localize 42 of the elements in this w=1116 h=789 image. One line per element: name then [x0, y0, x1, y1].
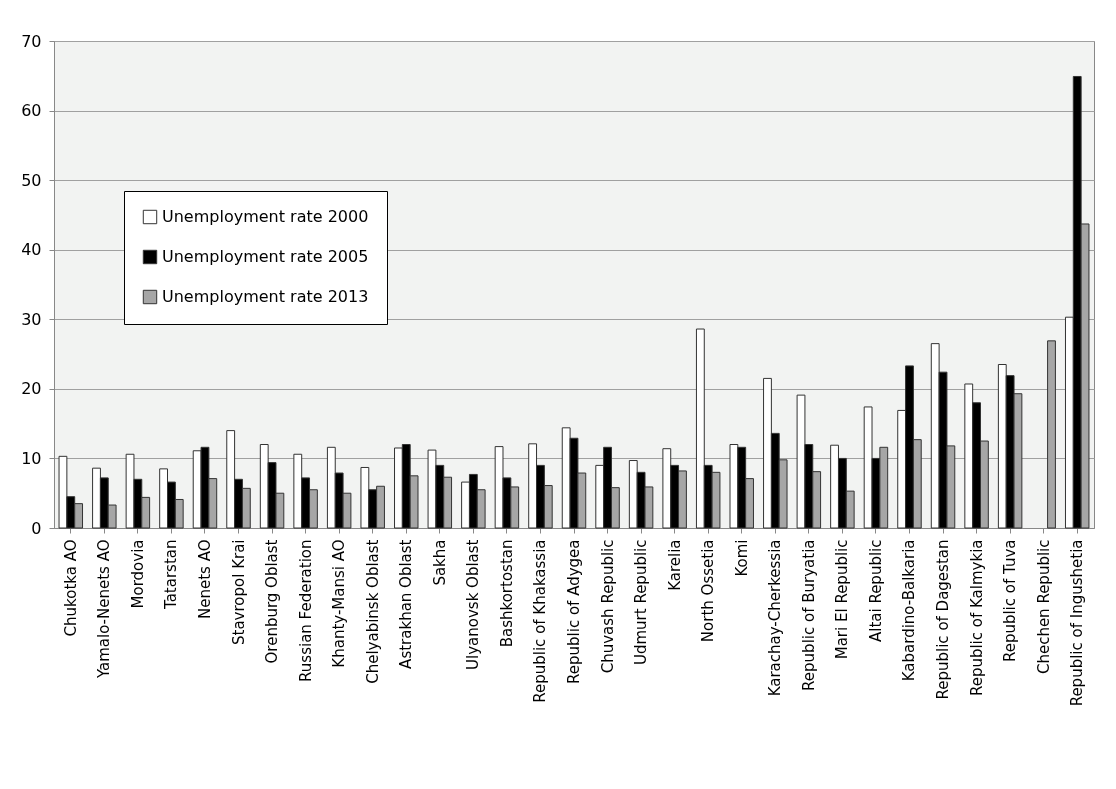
x-tick-label: Komi: [732, 539, 751, 577]
legend-label: Unemployment rate 2000: [162, 207, 369, 226]
x-tick-label: Mordovia: [128, 539, 147, 609]
x-tick-label: Republic of Khakassia: [531, 539, 550, 703]
x-tick-label: Karelia: [665, 539, 684, 591]
x-tick-label: Bashkortostan: [497, 539, 516, 648]
x-tick-label: Kabardino-Balkaria: [900, 539, 919, 682]
x-tick-label: Republic of Dagestan: [934, 539, 953, 700]
y-tick-label: 0: [31, 518, 42, 538]
x-tick-label: Yamalo-Nenets AO: [95, 539, 114, 680]
x-tick-label: Russian Federation: [296, 539, 315, 682]
legend-label: Unemployment rate 2013: [162, 287, 369, 306]
x-tick-label: Mari El Republic: [833, 539, 852, 660]
legend-label: Unemployment rate 2005: [162, 247, 369, 266]
x-tick-label: Orenburg Oblast: [263, 539, 282, 664]
y-tick-label: 20: [21, 379, 42, 399]
x-tick-label: Chukotka AO: [61, 539, 80, 637]
x-tick-label: Republic of Tuva: [1001, 539, 1020, 663]
x-tick-label: Altai Republic: [866, 539, 885, 643]
x-tick-label: Karachay-Cherkessia: [766, 539, 785, 697]
x-tick-label: Chechen Republic: [1034, 539, 1053, 675]
y-tick-label: 50: [21, 170, 42, 190]
x-tick-label: Chelyabinsk Oblast: [363, 539, 382, 684]
x-tick-label: North Ossetia: [699, 539, 718, 643]
x-tick-label: Republic of Kalmykia: [967, 539, 986, 697]
x-tick-label: Nenets AO: [195, 539, 214, 619]
x-tick-label: Republic of Buryatia: [799, 539, 818, 691]
x-tick-label: Udmurt Republic: [632, 539, 651, 666]
x-tick-label: Ulyanovsk Oblast: [464, 539, 483, 670]
x-tick-label: Chuvash Republic: [598, 539, 617, 674]
x-tick-label: Republic of Ingushetia: [1068, 539, 1087, 707]
y-tick-label: 30: [21, 309, 42, 329]
x-tick-label: Sakha: [430, 539, 449, 586]
y-tick-label: 70: [21, 31, 42, 51]
x-tick-label: Khanty-Mansi AO: [330, 539, 349, 668]
x-tick-label: Republic of Adygea: [565, 539, 583, 684]
x-tick-label: Tatarstan: [162, 539, 181, 611]
y-tick-label: 10: [21, 448, 42, 468]
y-tick-label: 40: [21, 240, 42, 260]
y-tick-label: 60: [21, 101, 42, 121]
x-tick-label: Astrakhan Oblast: [397, 539, 416, 669]
x-tick-label: Stavropol Krai: [229, 539, 248, 645]
